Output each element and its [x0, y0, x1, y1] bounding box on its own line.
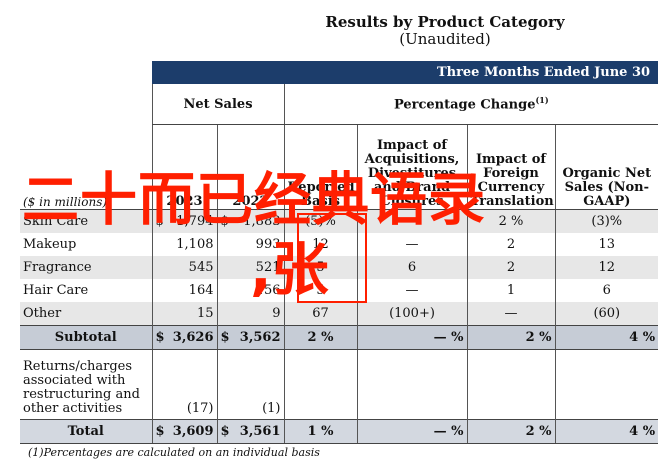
- period-header: Three Months Ended June 30: [152, 61, 658, 84]
- table-row: Other 15 9 67 (100+) — (60): [20, 302, 658, 326]
- cell-organic: 12: [554, 256, 658, 279]
- cell-2022: 521: [216, 256, 284, 279]
- total-2022: $3,561: [216, 419, 284, 444]
- row-label: Other: [20, 302, 152, 326]
- watermark-text-secondary: ,张: [250, 237, 329, 303]
- cell-foreign-currency: 2: [466, 233, 555, 256]
- col-2022: 2022: [216, 124, 284, 210]
- row-label: Skin Care: [20, 209, 152, 233]
- total-2023: $3,609: [151, 419, 217, 444]
- pct-change-label: Percentage Change: [393, 97, 536, 113]
- subtotal-acquisitions: — %: [356, 325, 467, 350]
- cell-reported: 67: [283, 302, 357, 326]
- row-label: Fragrance: [20, 256, 152, 279]
- col-2023: 2023: [151, 124, 217, 210]
- returns-row: Returns/charges associated with restruct…: [20, 349, 658, 420]
- col-acquisitions: Impact of Acquisitions, Divestitures and…: [356, 124, 467, 210]
- table-row: Hair Care 164 156 5 — 1 6: [20, 279, 658, 302]
- cell-2023: 15: [151, 302, 217, 326]
- subtotal-2022: $3,562: [216, 325, 284, 350]
- cell-acquisitions: 6: [356, 256, 467, 279]
- pct-change-note: (1): [535, 95, 549, 106]
- cell-organic: 6: [554, 279, 658, 302]
- results-table: Three Months Ended June 30 Net Sales Per…: [20, 61, 658, 444]
- cell-reported: 5: [283, 279, 357, 302]
- cell-acquisitions: —: [356, 233, 467, 256]
- report-subtitle: (Unaudited): [399, 30, 491, 48]
- total-foreign-currency: 2 %: [466, 419, 555, 444]
- net-sales-group: Net Sales: [151, 84, 284, 125]
- returns-2023: (17): [151, 349, 217, 420]
- col-reported: Reported Basis: [283, 124, 357, 210]
- returns-label: Returns/charges associated with restruct…: [23, 359, 140, 416]
- cell-2023: $1,794: [151, 209, 217, 233]
- cell-2022: 993: [216, 233, 284, 256]
- cell-organic: 13: [554, 233, 658, 256]
- total-label: Total: [20, 419, 152, 444]
- cell-acquisitions: (100+): [356, 302, 467, 326]
- cell-reported: 5: [283, 256, 357, 279]
- col-foreign-currency: Impact of Foreign Currency Translation: [466, 124, 555, 210]
- highlight-box: [297, 213, 367, 303]
- table-row: Skin Care $1,794 $1,883 (5)% — 2 % (3)%: [20, 209, 658, 233]
- footnote: (1)Percentages are calculated on an indi…: [28, 446, 320, 459]
- pct-change-group: Percentage Change(1): [283, 84, 658, 125]
- subtotal-organic: 4 %: [554, 325, 658, 350]
- period-header-row: Three Months Ended June 30: [20, 61, 658, 84]
- total-organic: 4 %: [554, 419, 658, 444]
- subtotal-2023: $3,626: [151, 325, 217, 350]
- subtotal-row: Subtotal $3,626 $3,562 2 % — % 2 % 4 %: [20, 325, 658, 350]
- table-row: Makeup 1,108 993 12 — 2 13: [20, 233, 658, 256]
- cell-organic: (3)%: [554, 209, 658, 233]
- total-reported: 1 %: [283, 419, 357, 444]
- cell-foreign-currency: 2: [466, 256, 555, 279]
- cell-reported: 12: [283, 233, 357, 256]
- cell-foreign-currency: 1: [466, 279, 555, 302]
- cell-acquisitions: —: [356, 279, 467, 302]
- row-label: Makeup: [23, 237, 77, 252]
- subtotal-foreign-currency: 2 %: [466, 325, 555, 350]
- table-row: Fragrance 545 521 5 6 2 12: [20, 256, 658, 279]
- cell-foreign-currency: 2 %: [466, 209, 555, 233]
- cell-reported: (5)%: [283, 209, 357, 233]
- watermark-text: 二十而已经典语录: [22, 167, 486, 233]
- group-header-row: Net Sales Percentage Change(1): [20, 84, 658, 125]
- cell-organic: (60): [554, 302, 658, 326]
- col-organic: Organic Net Sales (Non-GAAP): [554, 124, 658, 210]
- cell-foreign-currency: —: [466, 302, 555, 326]
- total-acquisitions: — %: [356, 419, 467, 444]
- cell-2022: $1,883: [216, 209, 284, 233]
- returns-2022: (1): [216, 349, 284, 420]
- cell-2023: 1,108: [151, 233, 217, 256]
- cell-2023: 545: [151, 256, 217, 279]
- subtotal-label: Subtotal: [20, 325, 152, 350]
- subtotal-reported: 2 %: [283, 325, 357, 350]
- cell-acquisitions: —: [356, 209, 467, 233]
- column-header-row: ($ in millions) 2023 2022 Reported Basis…: [20, 124, 658, 210]
- cell-2022: 156: [216, 279, 284, 302]
- report-title: Results by Product Category: [325, 13, 565, 31]
- total-row: Total $3,609 $3,561 1 % — % 2 % 4 %: [20, 419, 658, 444]
- cell-2022: 9: [216, 302, 284, 326]
- cell-2023: 164: [151, 279, 217, 302]
- row-label: Hair Care: [23, 283, 89, 298]
- unit-label: ($ in millions): [20, 124, 152, 210]
